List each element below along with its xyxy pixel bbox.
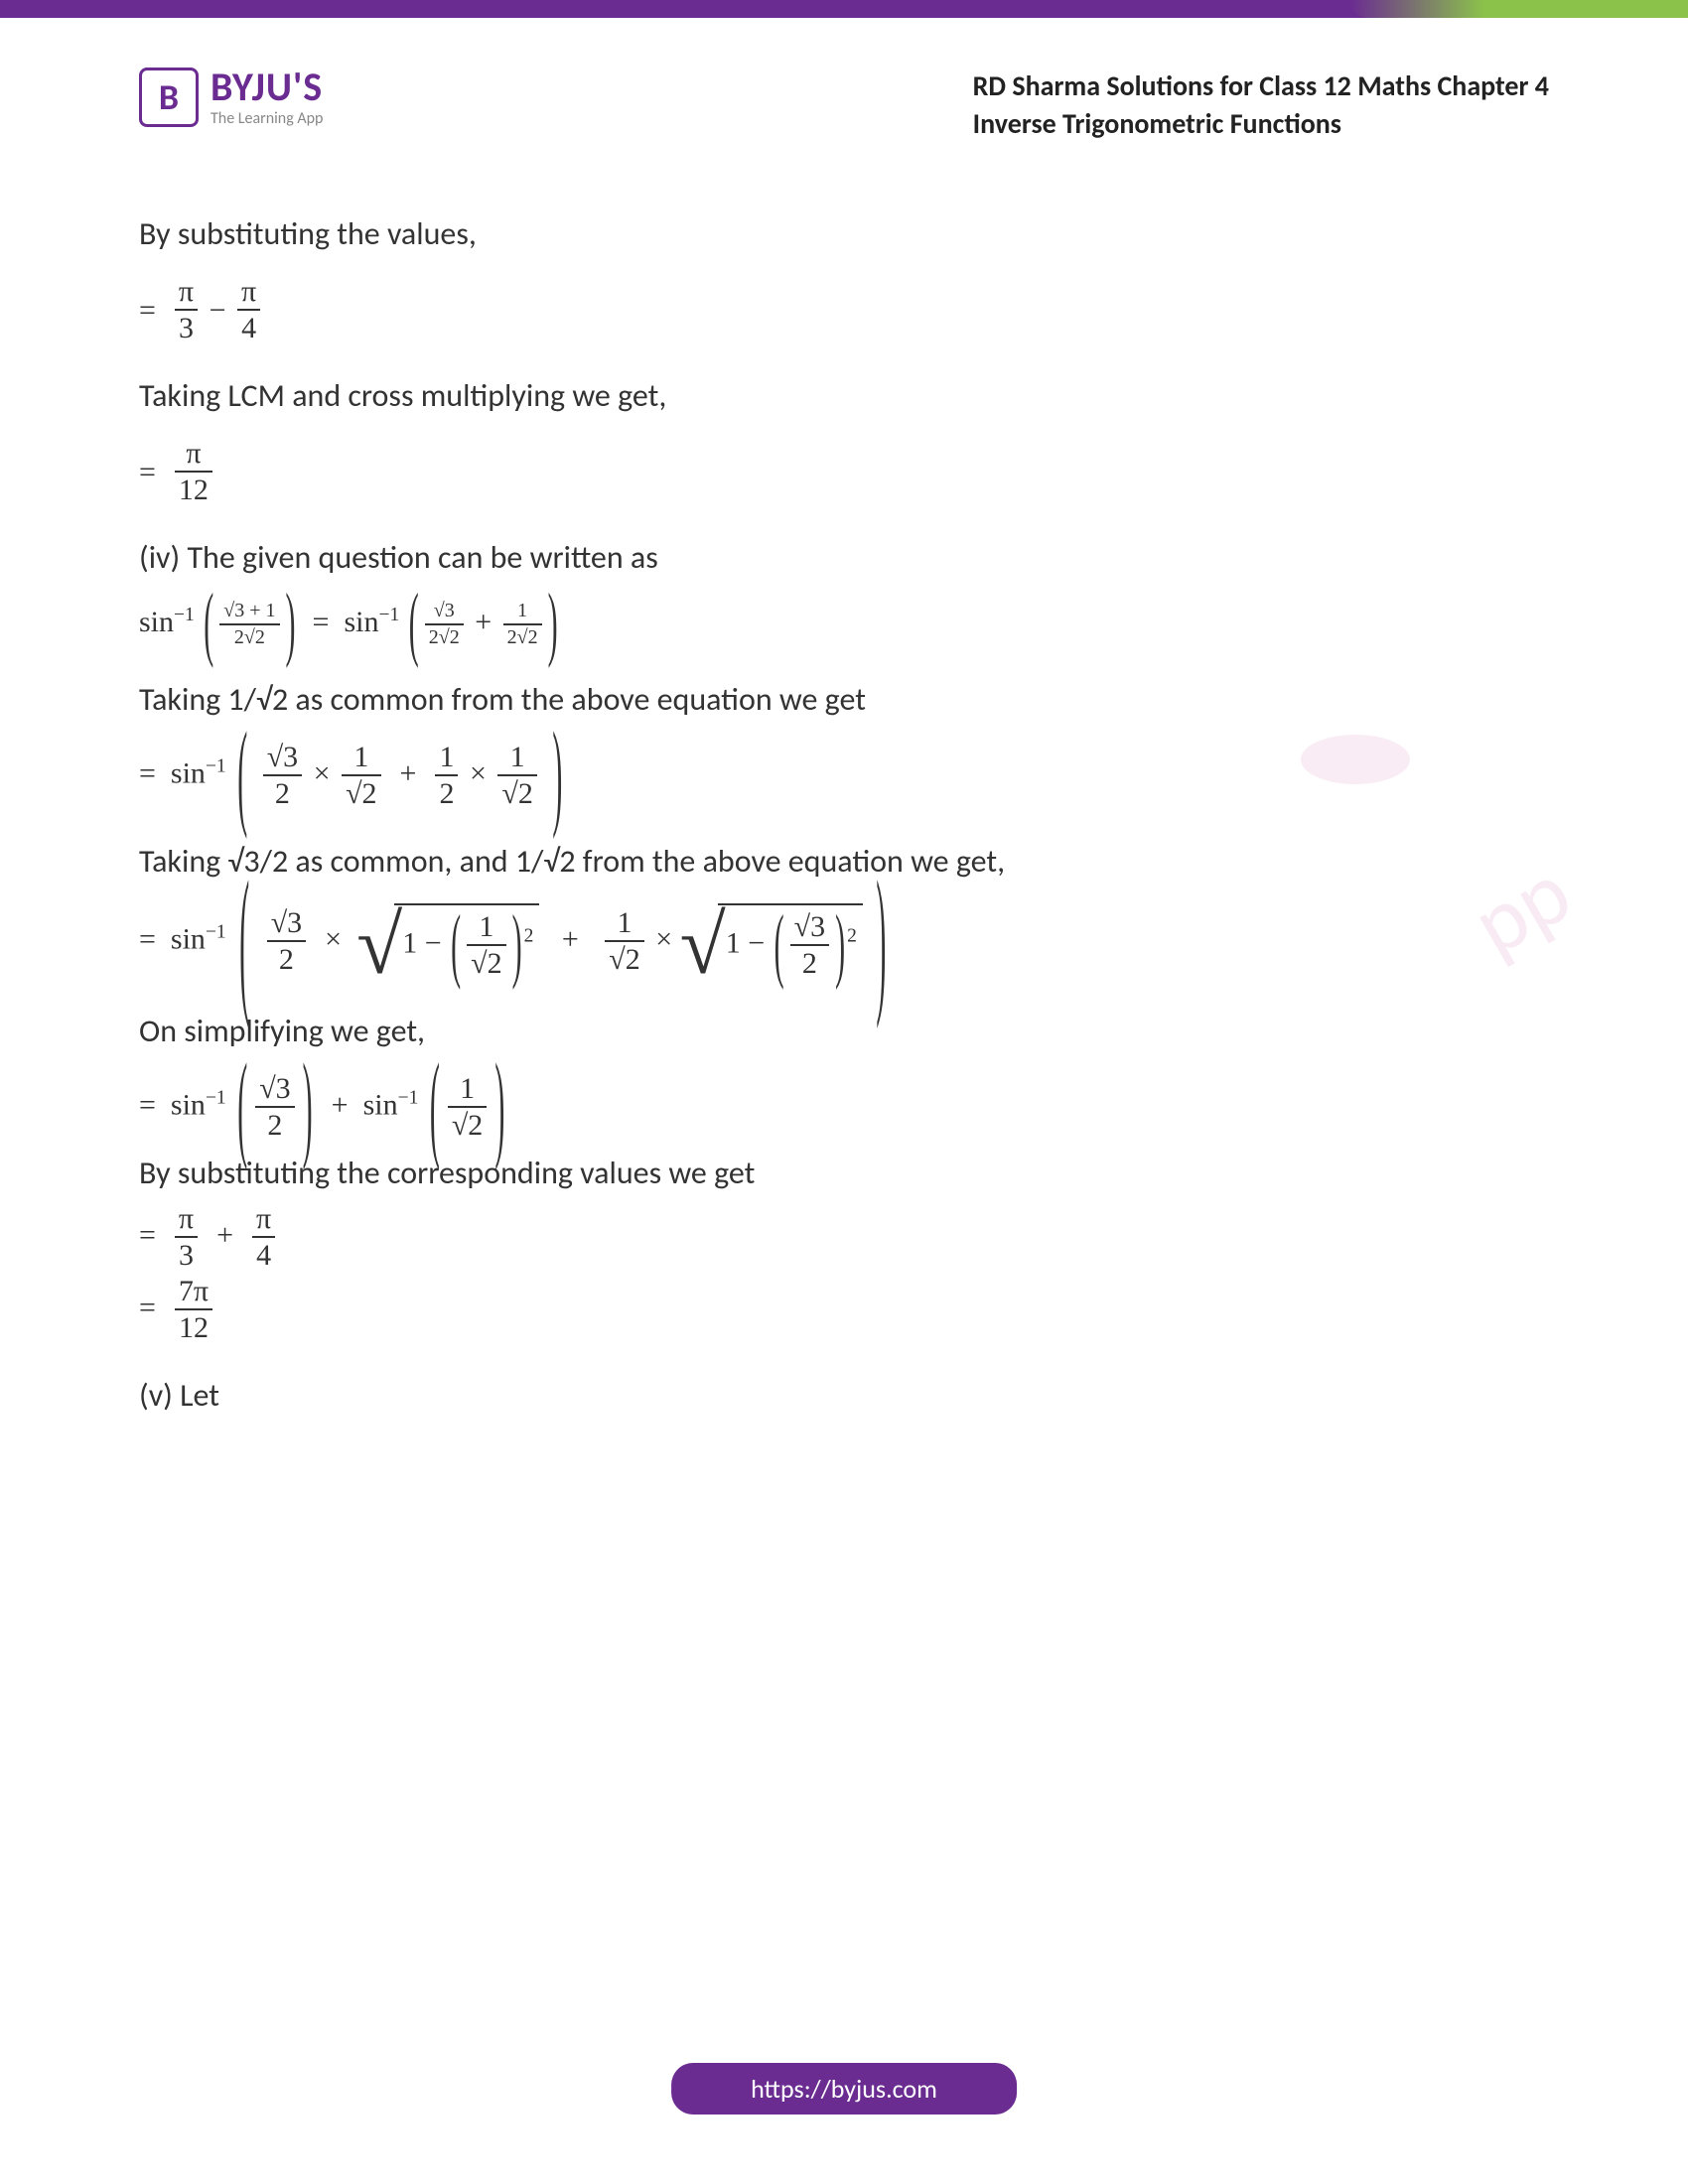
eq-pi12: = π12 [139,438,1549,506]
chapter-title: RD Sharma Solutions for Class 12 Maths C… [973,68,1549,143]
eq-common1: = sin−1 ( √32 × 1√2 + 12 × 1√2 ) [139,742,1549,810]
para-sub-values: By substituting the corresponding values… [139,1150,1549,1197]
content-body: By substituting the values, = π3 − π4 Ta… [0,163,1688,1420]
para-take-common1: Taking 1/√2 as common from the above equ… [139,676,1549,724]
chapter-title-line1: RD Sharma Solutions for Class 12 Maths C… [973,68,1549,105]
eq-7pi12: = 7π12 [139,1276,1549,1344]
eq-pi3-pi4: = π3 − π4 [139,276,1549,344]
para-lcm: Taking LCM and cross multiplying we get, [139,372,1549,420]
para-substituting: By substituting the values, [139,210,1549,258]
page-header: B BYJU'S The Learning App RD Sharma Solu… [0,18,1688,163]
logo-tagline: The Learning App [211,111,323,127]
para-v-let: (v) Let [139,1372,1549,1420]
eq-sqrt-form: = sin−1 ( √32 × √ 1 − (1√2)2 + 1√2 × √ 1… [139,903,1549,980]
logo-name: BYJU'S [211,68,323,107]
eq-sum-arcsin: = sin−1 (√32) + sin−1 (1√2) [139,1073,1549,1142]
para-simplify: On simplifying we get, [139,1008,1549,1055]
para-take-common2: Taking √3/2 as common, and 1/√2 from the… [139,838,1549,886]
eq-pi3-plus-pi4: = π3 + π4 [139,1203,1549,1272]
chapter-title-line2: Inverse Trigonometric Functions [973,105,1549,143]
top-accent [1350,0,1688,18]
logo-text: BYJU'S The Learning App [211,68,323,127]
footer-url[interactable]: https://byjus.com [671,2063,1017,2115]
logo-icon: B [139,68,199,127]
top-bar [0,0,1688,18]
eq-rewrite: sin−1 (√3 + 12√2) = sin−1 (√32√2 + 12√2) [139,600,1549,648]
logo: B BYJU'S The Learning App [139,68,323,127]
para-iv: (iv) The given question can be written a… [139,534,1549,582]
